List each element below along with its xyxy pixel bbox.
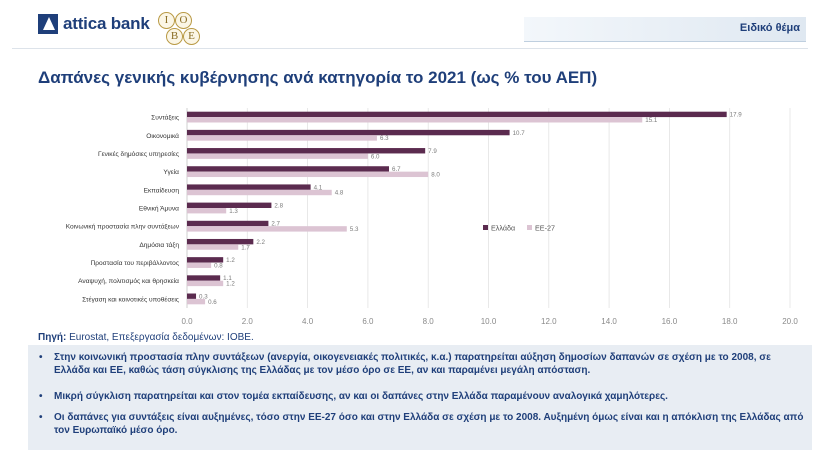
bar-eu27 bbox=[187, 298, 206, 305]
data-label: 4.8 bbox=[335, 190, 344, 197]
header-divider bbox=[12, 48, 808, 49]
data-label: 0.6 bbox=[208, 299, 217, 306]
section-badge: Ειδικό θέμα bbox=[524, 17, 806, 42]
note-item: Οι δαπάνες για συντάξεις είναι αυξημένες… bbox=[39, 411, 804, 437]
category-label: Υγεία bbox=[163, 168, 179, 176]
header: attica bank I O B E Ειδικό θέμα bbox=[0, 0, 820, 49]
bar-eu27 bbox=[187, 171, 429, 178]
bar-greece bbox=[187, 184, 311, 190]
x-tick-label: 20.0 bbox=[782, 317, 798, 326]
source-text: Eurostat, Επεξεργασία δεδομένων: ΙΟΒΕ. bbox=[69, 332, 254, 343]
data-label: 1.7 bbox=[241, 244, 250, 251]
attica-logo-icon bbox=[38, 14, 58, 34]
legend-label: Ελλάδα bbox=[491, 224, 515, 233]
data-label: 6.0 bbox=[371, 153, 380, 160]
data-label: 10.7 bbox=[513, 130, 526, 137]
data-label: 6.7 bbox=[392, 166, 401, 173]
x-tick-label: 2.0 bbox=[242, 317, 254, 326]
category-label: Κοινωνική προστασία πλην συντάξεων bbox=[66, 223, 180, 231]
data-label: 0.8 bbox=[214, 262, 223, 269]
iobe-letter-b: B bbox=[166, 28, 183, 45]
x-tick-label: 14.0 bbox=[601, 317, 617, 326]
bar-eu27 bbox=[187, 117, 643, 123]
brand-name: attica bank bbox=[63, 14, 150, 33]
bar-eu27 bbox=[187, 135, 377, 141]
bar-greece bbox=[187, 275, 221, 281]
bar-greece bbox=[187, 238, 254, 245]
bar-eu27 bbox=[187, 280, 224, 287]
x-tick-label: 0.0 bbox=[181, 317, 193, 326]
data-label: 7.9 bbox=[428, 148, 437, 155]
note-item: Στην κοινωνική προστασία πλην συντάξεων … bbox=[39, 351, 804, 377]
bar-chart: 0.0 2.0 4.0 6.0 8.0 10.0 12.0 14.0 16.0 18.0 20.0 Σ… bbox=[66, 108, 798, 326]
data-label: 1.2 bbox=[226, 257, 235, 264]
data-label: 15.1 bbox=[645, 117, 658, 124]
category-label: Συντάξεις bbox=[151, 114, 179, 122]
data-label: 2.2 bbox=[256, 239, 265, 246]
bar-eu27 bbox=[187, 189, 332, 196]
category-label: Προστασία του περιβάλλοντος bbox=[91, 259, 180, 267]
iobe-letter-o: O bbox=[175, 12, 192, 29]
x-tick-label: 18.0 bbox=[722, 317, 738, 326]
legend-swatch bbox=[527, 225, 532, 230]
attica-bank-logo: attica bank bbox=[38, 14, 150, 34]
data-label: 1.1 bbox=[223, 275, 232, 282]
category-label: Δημόσια τάξη bbox=[139, 241, 179, 249]
data-label: 1.2 bbox=[226, 281, 235, 288]
bar-greece bbox=[187, 148, 426, 154]
data-label: 0.3 bbox=[199, 293, 208, 300]
source-line: Πηγή: Eurostat, Επεξεργασία δεδομένων: Ι… bbox=[38, 332, 254, 343]
bar-eu27 bbox=[187, 226, 347, 232]
data-label: 6.3 bbox=[380, 135, 389, 142]
section-label: Ειδικό θέμα bbox=[739, 22, 800, 34]
note-text: Μικρή σύγκλιση παρατηρείται και στον τομ… bbox=[54, 391, 668, 402]
source-label: Πηγή: bbox=[38, 332, 67, 343]
data-label: 5.3 bbox=[350, 226, 359, 233]
iobe-letter-e: E bbox=[183, 28, 200, 45]
bar-eu27 bbox=[187, 262, 212, 268]
x-tick-label: 16.0 bbox=[662, 317, 678, 326]
bar-greece bbox=[187, 202, 272, 208]
bar-greece bbox=[187, 111, 727, 118]
note-text: Στην κοινωνική προστασία πλην συντάξεων … bbox=[54, 352, 771, 376]
x-tick-label: 12.0 bbox=[541, 317, 557, 326]
bar-greece bbox=[187, 257, 224, 263]
iobe-letter-i: I bbox=[158, 12, 175, 29]
x-tick-label: 6.0 bbox=[362, 317, 374, 326]
note-text: Οι δαπάνες για συντάξεις είναι αυξημένες… bbox=[54, 412, 804, 436]
notes-panel: Στην κοινωνική προστασία πλην συντάξεων … bbox=[28, 345, 812, 450]
bar-greece bbox=[187, 129, 510, 136]
data-label: 17.9 bbox=[730, 112, 743, 119]
category-label: Οικονομικά bbox=[146, 132, 179, 140]
x-tick-label: 8.0 bbox=[423, 317, 435, 326]
bar-greece bbox=[187, 166, 390, 172]
category-label: Γενικές δημόσιες υπηρεσίες bbox=[98, 150, 179, 158]
note-item: Μικρή σύγκλιση παρατηρείται και στον τομ… bbox=[39, 390, 804, 403]
legend-swatch bbox=[483, 225, 488, 230]
category-label: Αναψυχή, πολιτισμός και θρησκεία bbox=[78, 277, 179, 285]
data-label: 8.0 bbox=[431, 172, 440, 179]
category-label: Εκπαίδευση bbox=[144, 186, 180, 194]
category-label: Στέγαση και κοινοτικές υποθέσεις bbox=[82, 295, 179, 303]
data-label: 4.1 bbox=[314, 184, 323, 191]
bar-greece bbox=[187, 220, 269, 227]
legend-label: ΕΕ-27 bbox=[535, 224, 555, 233]
x-tick-label: 4.0 bbox=[302, 317, 314, 326]
x-tick-label: 10.0 bbox=[481, 317, 497, 326]
category-label: Εθνική Άμυνα bbox=[139, 206, 179, 213]
data-label: 1.3 bbox=[229, 208, 238, 215]
page-title: Δαπάνες γενικής κυβέρνησης ανά κατηγορία… bbox=[38, 68, 598, 87]
data-label: 2.8 bbox=[274, 203, 283, 210]
bar-eu27 bbox=[187, 208, 227, 214]
data-label: 2.7 bbox=[271, 221, 280, 228]
iobe-logo: I O B E bbox=[158, 12, 200, 46]
bar-eu27 bbox=[187, 244, 239, 250]
bar-eu27 bbox=[187, 153, 368, 159]
bar-greece bbox=[187, 293, 197, 299]
